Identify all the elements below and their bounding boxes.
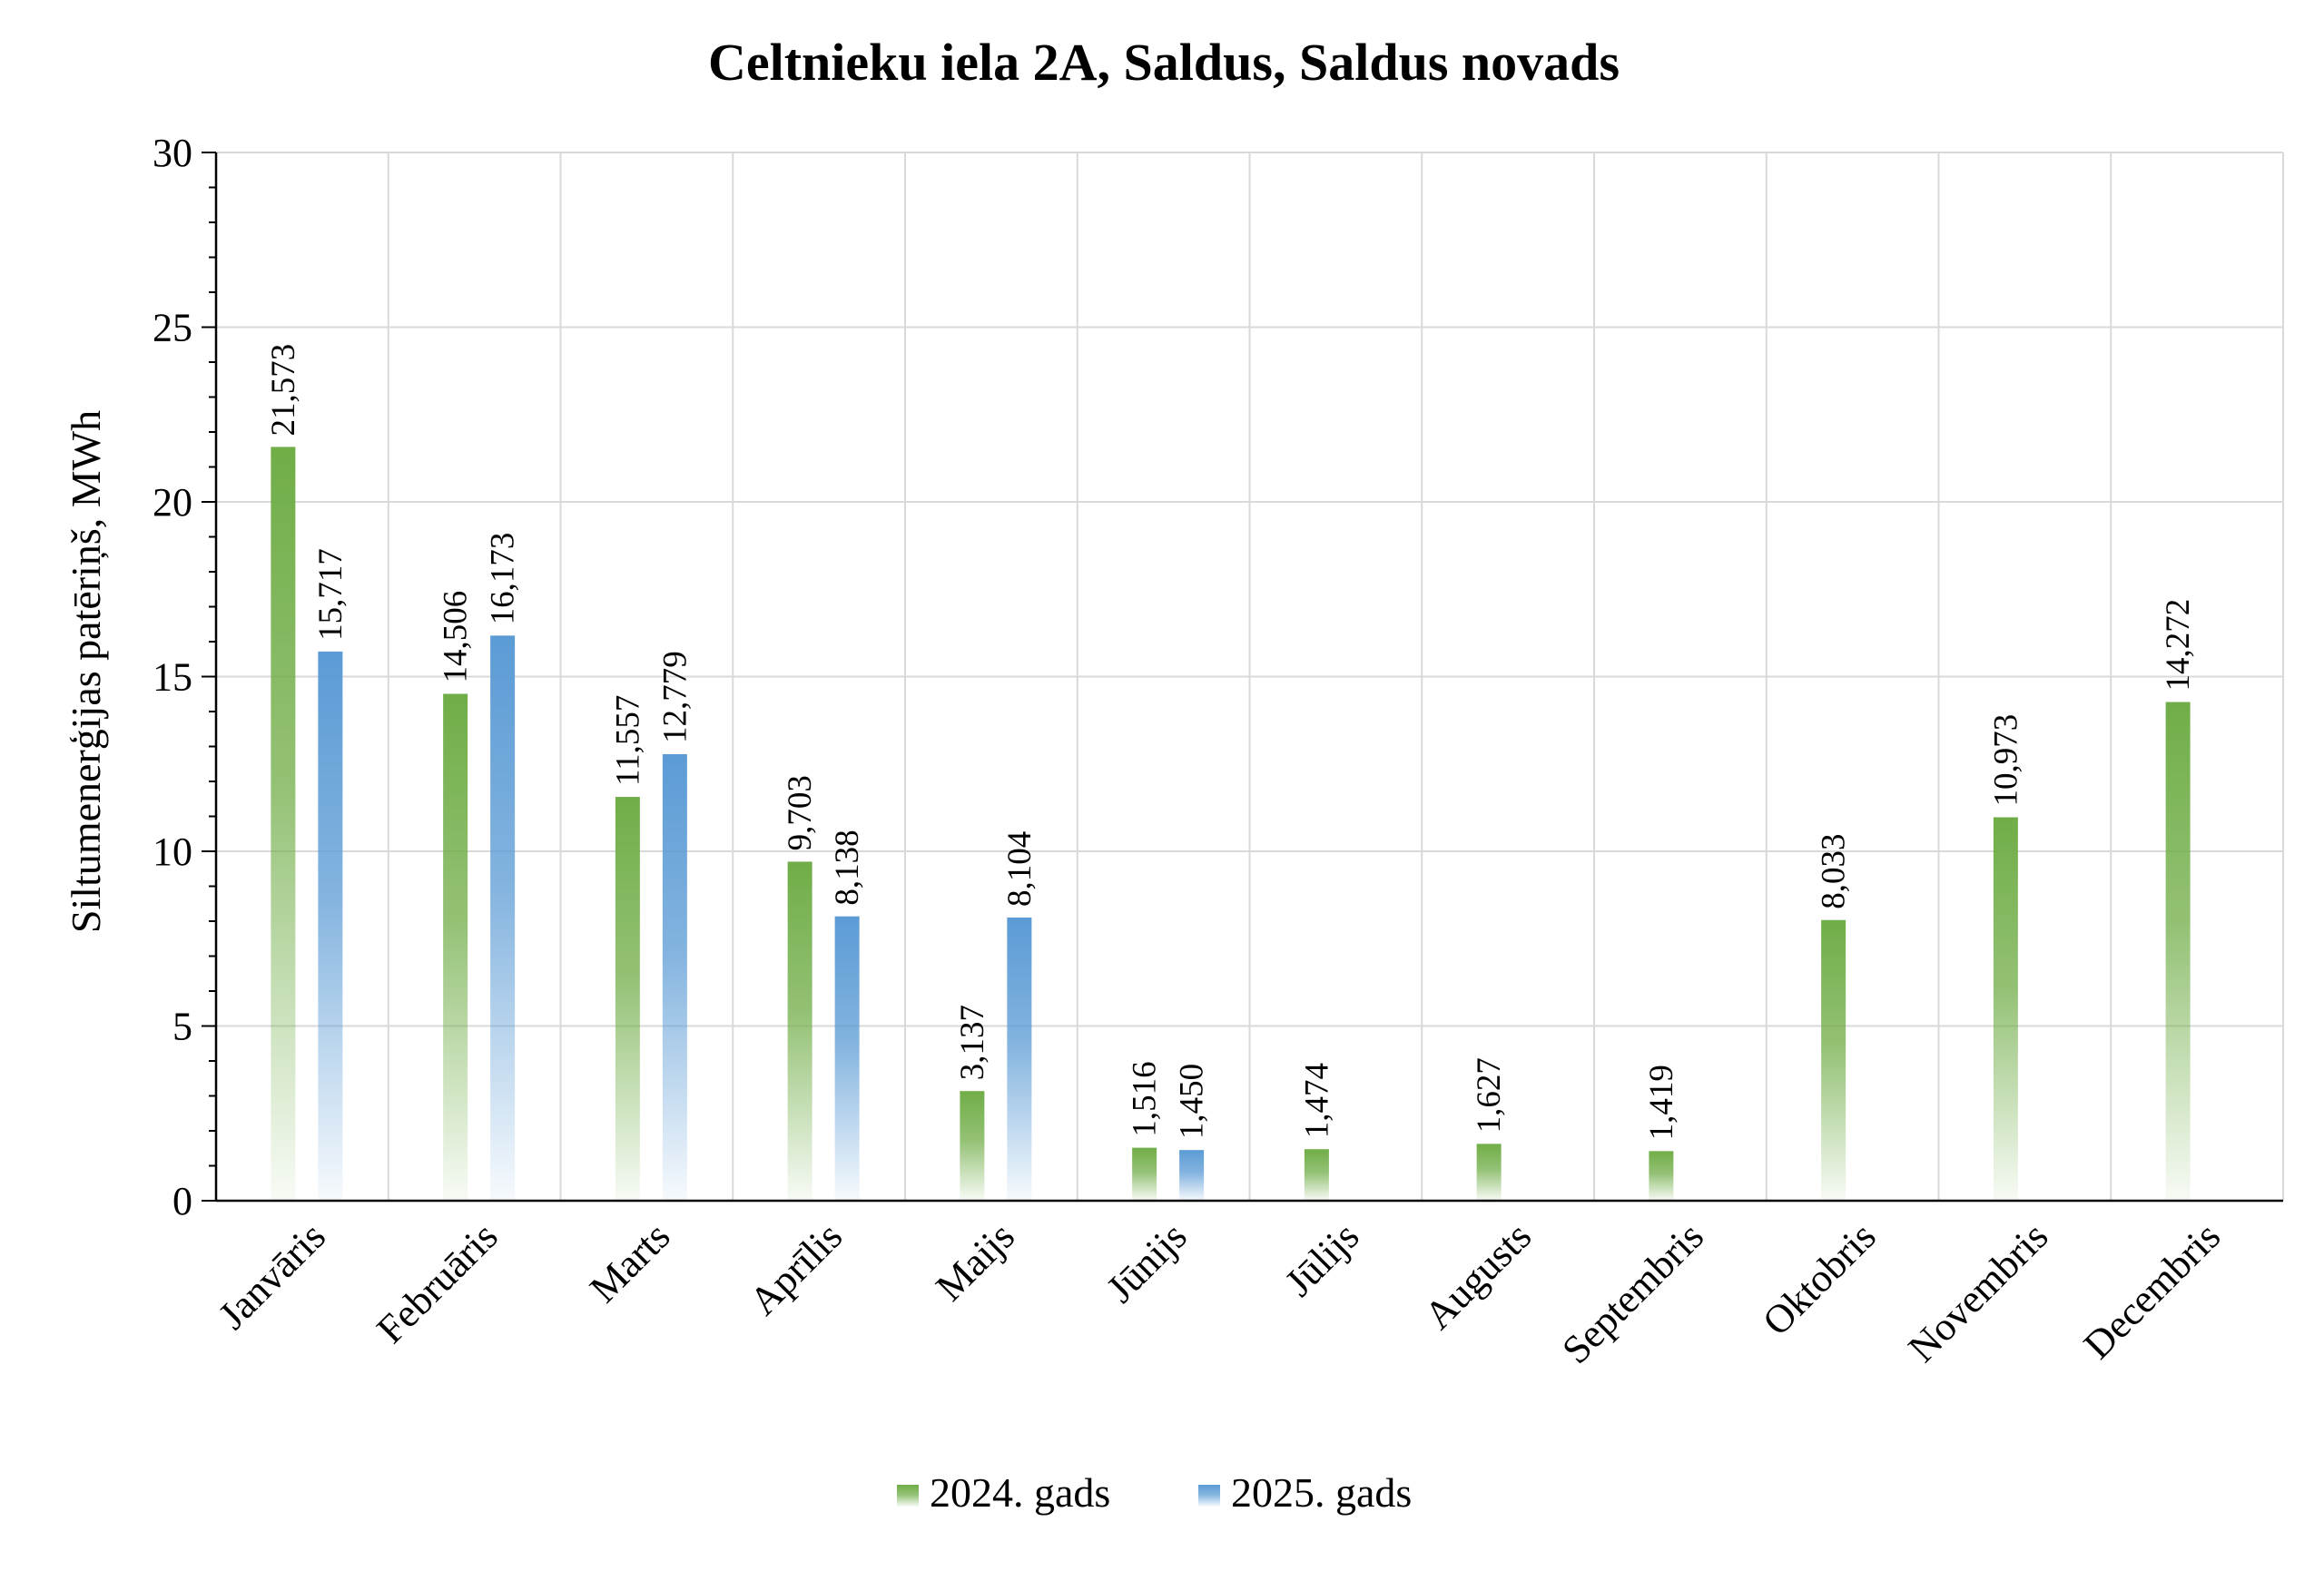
bar-2025-4 — [1007, 917, 1032, 1201]
bar-2024-2 — [615, 797, 640, 1201]
data-labels: 21,573 15,717 14,506 16,173 11,557 12,779 9,70… — [265, 344, 2197, 1141]
legend-swatch — [897, 1485, 919, 1507]
bar-2024-11 — [2165, 702, 2191, 1201]
y-tick-label: 20 — [153, 480, 192, 525]
bar-2024-9 — [1821, 919, 1846, 1201]
data-label: 1,516 — [1127, 1061, 1164, 1136]
gridlines — [216, 152, 2284, 1201]
legend-label: 2025. gads — [1231, 1469, 1412, 1516]
bar-2024-10 — [1993, 817, 2018, 1201]
x-tick-label: Februāris — [369, 1213, 507, 1351]
x-tick-label: Novembris — [1900, 1213, 2057, 1370]
data-label: 1,450 — [1174, 1064, 1211, 1139]
data-label: 16,173 — [485, 533, 522, 625]
x-tick-label: Augusts — [1416, 1213, 1541, 1338]
data-label: 12,779 — [656, 651, 694, 743]
data-label: 1,627 — [1471, 1057, 1508, 1133]
x-tick-label: Jūnijs — [1098, 1213, 1195, 1311]
y-tick-label: 25 — [153, 306, 192, 350]
data-label: 10,973 — [1987, 714, 2024, 807]
y-axis-label: Siltumenerģijas patēriņš, MWh — [63, 410, 109, 933]
bar-2025-1 — [490, 635, 516, 1201]
legend-swatch — [1198, 1485, 1220, 1507]
x-tick-label: Oktobris — [1754, 1213, 1885, 1344]
axes: 0 5 10 15 20 25 30 Janvāris Februāris Marts Aprīli… — [153, 131, 2283, 1372]
x-tick-label: Septembris — [1553, 1213, 1712, 1372]
data-label: 9,703 — [782, 775, 819, 850]
data-label: 14,272 — [2160, 599, 2197, 692]
x-tick-label: Decembris — [2075, 1213, 2229, 1367]
chart-title: Celtnieku iela 2A, Saldus, Saldus novads — [708, 33, 1620, 92]
bar-2025-2 — [662, 754, 687, 1201]
y-tick-label: 10 — [153, 830, 192, 874]
data-label: 1,419 — [1643, 1065, 1680, 1140]
data-label: 8,104 — [1001, 831, 1039, 907]
x-tick-label: Janvāris — [210, 1213, 334, 1338]
data-label: 3,137 — [954, 1005, 991, 1080]
x-tick-label: Maijs — [927, 1213, 1023, 1310]
bar-2024-1 — [443, 693, 468, 1201]
bars — [271, 447, 2191, 1201]
bar-2025-5 — [1179, 1150, 1205, 1201]
bar-2024-7 — [1476, 1144, 1502, 1201]
y-tick-label: 15 — [153, 655, 192, 700]
data-label: 15,717 — [312, 548, 350, 641]
data-label: 8,033 — [1816, 833, 1853, 908]
bar-2024-0 — [271, 447, 296, 1201]
bar-2025-3 — [834, 916, 860, 1201]
legend: 2024. gads 2025. gads — [897, 1469, 1412, 1516]
x-tick-label: Jūlijs — [1276, 1213, 1367, 1304]
data-label: 14,506 — [438, 591, 475, 683]
y-tick-label: 0 — [172, 1179, 192, 1223]
data-label: 11,557 — [609, 695, 646, 786]
data-label: 21,573 — [265, 344, 302, 437]
legend-label: 2024. gads — [930, 1469, 1110, 1516]
bar-2024-6 — [1304, 1149, 1329, 1201]
y-tick-label: 5 — [172, 1005, 192, 1049]
x-tick-label: Marts — [581, 1213, 678, 1311]
data-label: 8,138 — [829, 830, 866, 905]
bar-2025-0 — [318, 651, 343, 1201]
bar-2024-4 — [960, 1091, 985, 1201]
bar-2024-3 — [787, 861, 812, 1201]
bar-2024-8 — [1649, 1151, 1674, 1201]
data-label: 1,474 — [1298, 1063, 1335, 1138]
y-tick-label: 30 — [153, 131, 192, 175]
x-tick-label: Aprīlis — [741, 1213, 851, 1323]
bar-2024-5 — [1132, 1147, 1157, 1201]
